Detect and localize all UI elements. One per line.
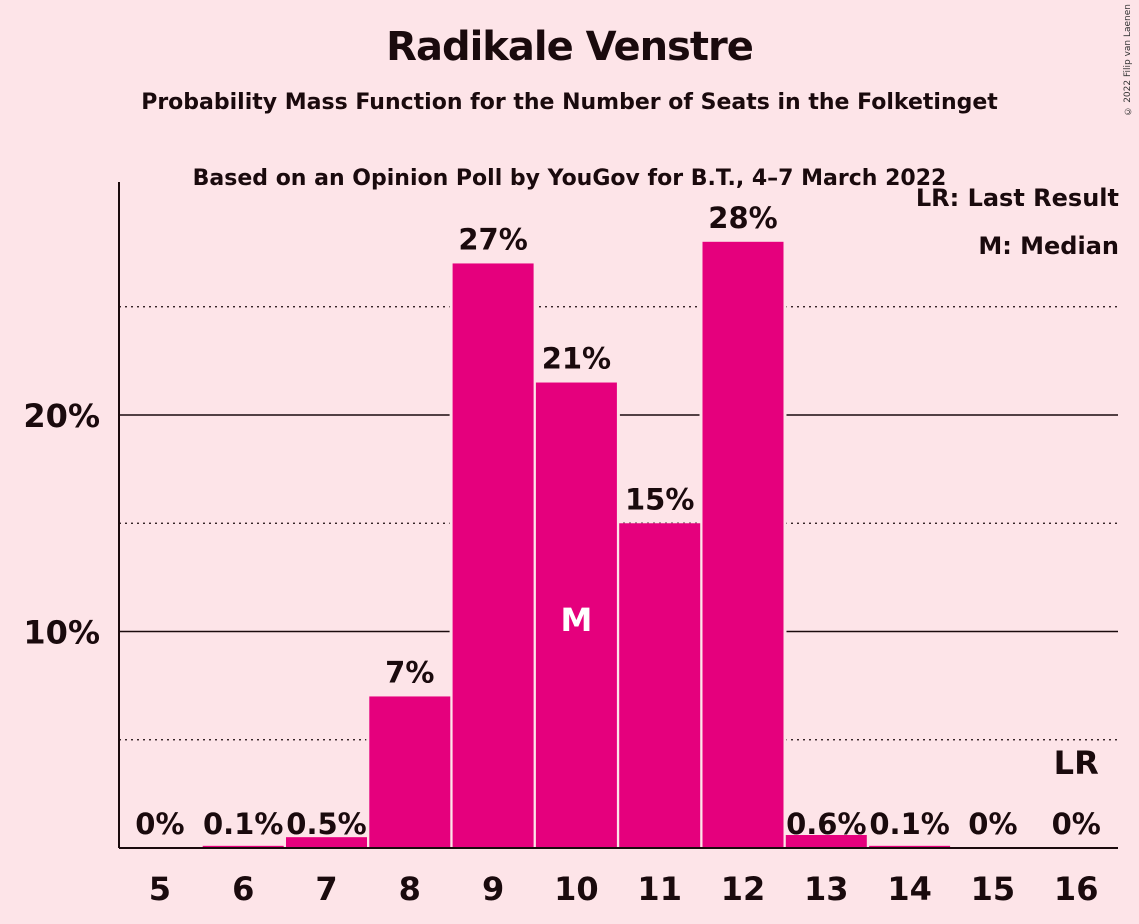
data-label: 28% xyxy=(708,201,777,235)
data-label: 0.5% xyxy=(286,807,366,841)
bar xyxy=(869,845,951,848)
data-label: 0.1% xyxy=(203,807,283,841)
legend-median: M: Median xyxy=(978,232,1119,260)
x-tick-label: 16 xyxy=(1054,870,1099,908)
bar xyxy=(202,845,284,848)
bar xyxy=(702,241,784,849)
data-label: 15% xyxy=(625,482,694,516)
data-label: 27% xyxy=(458,222,527,256)
y-tick-label: 10% xyxy=(23,614,100,652)
data-label: 0% xyxy=(135,807,184,841)
y-tick-label: 20% xyxy=(23,397,100,435)
data-label: 7% xyxy=(385,655,434,689)
chart-title: Radikale Venstre xyxy=(386,24,754,70)
x-tick-label: 6 xyxy=(232,870,254,908)
bar xyxy=(535,382,617,848)
data-label: 0.1% xyxy=(869,807,949,841)
x-tick-label: 8 xyxy=(399,870,421,908)
x-tick-label: 7 xyxy=(315,870,337,908)
x-tick-label: 9 xyxy=(482,870,504,908)
data-label: 0% xyxy=(1052,807,1101,841)
bar xyxy=(286,837,367,848)
bar xyxy=(369,696,451,848)
x-tick-label: 15 xyxy=(971,870,1016,908)
x-tick-label: 14 xyxy=(887,870,932,908)
x-tick-label: 11 xyxy=(637,870,682,908)
chart-subtitle-source: Based on an Opinion Poll by YouGov for B… xyxy=(192,166,947,191)
bar xyxy=(619,523,701,848)
x-tick-label: 13 xyxy=(804,870,849,908)
bar xyxy=(785,835,867,848)
data-label: 0.6% xyxy=(786,807,866,841)
x-tick-label: 10 xyxy=(554,870,599,908)
median-marker: M xyxy=(560,601,592,639)
bar xyxy=(452,263,534,848)
legend-last-result: LR: Last Result xyxy=(915,184,1119,212)
x-tick-label: 5 xyxy=(149,870,171,908)
data-label: 0% xyxy=(968,807,1017,841)
chart-subtitle: Probability Mass Function for the Number… xyxy=(141,90,998,115)
data-label: 21% xyxy=(542,342,611,376)
last-result-marker: LR xyxy=(1054,744,1099,782)
x-tick-label: 12 xyxy=(721,870,766,908)
